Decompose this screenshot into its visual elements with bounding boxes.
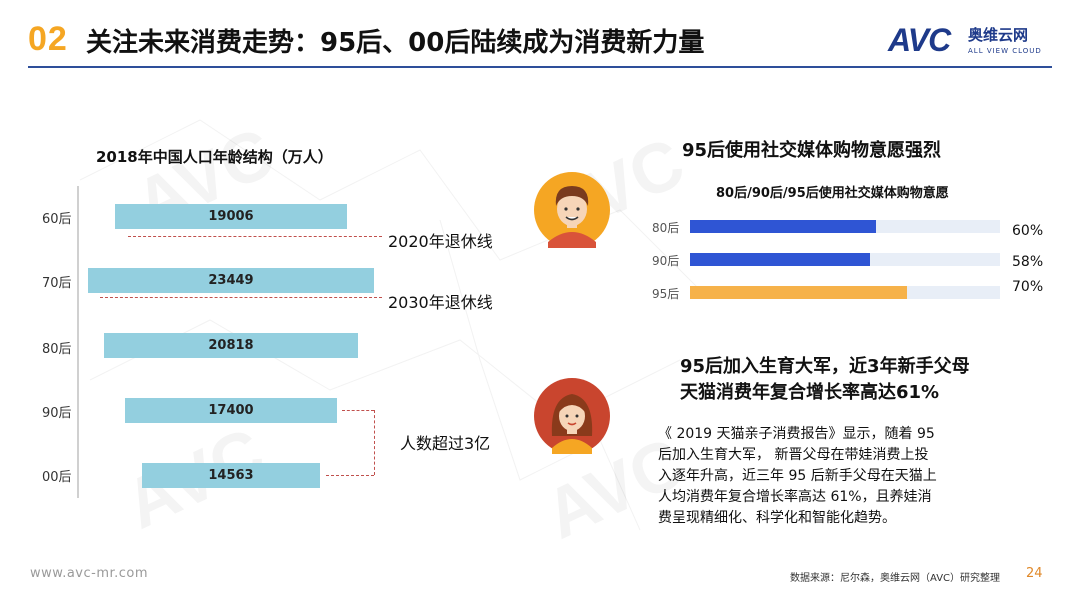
social-bar: [690, 220, 876, 233]
logo-en: ALL VIEW CLOUD: [968, 47, 1042, 55]
population-category-label: 80后: [42, 342, 72, 357]
population-category-label: 00后: [42, 470, 72, 485]
logo-cn: 奥维云网: [968, 26, 1029, 44]
population-category-label: 60后: [42, 212, 72, 227]
bracket-bottom: [326, 475, 374, 476]
birth-heading-line: 95后加入生育大军，近3年新手父母: [680, 356, 970, 377]
section-number: 02: [28, 20, 68, 58]
population-bar: 17400: [125, 398, 337, 423]
footer-url-link[interactable]: www.avc-mr.com: [30, 566, 149, 581]
social-bar: [690, 286, 907, 299]
birth-description-line: 费呈现精细化、科学化和智能化趋势。: [658, 510, 896, 526]
slide-header: 02 关注未来消费走势：95后、00后陆续成为消费新力量: [0, 0, 1080, 70]
young-man-avatar-icon: [534, 172, 610, 248]
avc-logo: AVC 奥维云网 ALL VIEW CLOUD: [888, 22, 1058, 62]
population-category-label: 90后: [42, 406, 72, 421]
retire-2030-line: [100, 297, 382, 298]
social-chart-title: 80后/90后/95后使用社交媒体购物意愿: [716, 186, 949, 201]
bracket-vertical: [374, 410, 375, 475]
social-value-label: 58%: [1012, 254, 1044, 270]
social-bar-track: [690, 286, 1000, 299]
population-bar: 23449: [88, 268, 374, 293]
population-chart-title: 2018年中国人口年龄结构（万人）: [96, 148, 333, 166]
young-woman-avatar-icon: [534, 378, 610, 454]
social-category-label: 90后: [652, 254, 680, 268]
bracket-top: [342, 410, 374, 411]
birth-description-line: 后加入生育大军， 新晋父母在带娃消费上投: [658, 447, 929, 463]
population-axis-line: [77, 186, 79, 498]
page-number: 24: [1026, 566, 1043, 581]
social-category-label: 80后: [652, 221, 680, 235]
social-chart-heading: 95后使用社交媒体购物意愿强烈: [682, 140, 942, 161]
population-bar: 19006: [115, 204, 347, 229]
social-category-label: 95后: [652, 287, 680, 301]
header-divider: [28, 66, 1052, 68]
birth-heading-line: 天猫消费年复合增长率高达61%: [680, 382, 940, 403]
population-bar: 14563: [142, 463, 320, 488]
social-bar: [690, 253, 870, 266]
population-bar: 20818: [104, 333, 358, 358]
birth-description-line: 入逐年升高，近三年 95 后新手父母在天猫上: [658, 468, 937, 484]
logo-mark: AVC: [888, 22, 951, 58]
retire-2030-label: 2030年退休线: [388, 293, 493, 312]
retire-2020-line: [128, 236, 382, 237]
retire-2020-label: 2020年退休线: [388, 232, 493, 251]
over-300m-label: 人数超过3亿: [400, 434, 491, 453]
birth-description-line: 人均消费年复合增长率高达 61%，且养娃消: [658, 489, 932, 505]
slide-title: 关注未来消费走势：95后、00后陆续成为消费新力量: [86, 28, 705, 58]
social-bar-track: [690, 220, 1000, 233]
social-bar-track: [690, 253, 1000, 266]
birth-description-line: 《 2019 天猫亲子消费报告》显示，随着 95: [658, 426, 935, 442]
social-value-label: 70%: [1012, 279, 1044, 295]
birth-description: 《 2019 天猫亲子消费报告》显示，随着 95 后加入生育大军， 新晋父母在带…: [658, 424, 994, 529]
data-source-note: 数据来源：尼尔森，奥维云网（AVC）研究整理: [790, 573, 1001, 584]
population-category-label: 70后: [42, 276, 72, 291]
birth-heading: 95后加入生育大军，近3年新手父母 天猫消费年复合增长率高达61%: [680, 354, 970, 406]
social-value-label: 60%: [1012, 223, 1044, 239]
